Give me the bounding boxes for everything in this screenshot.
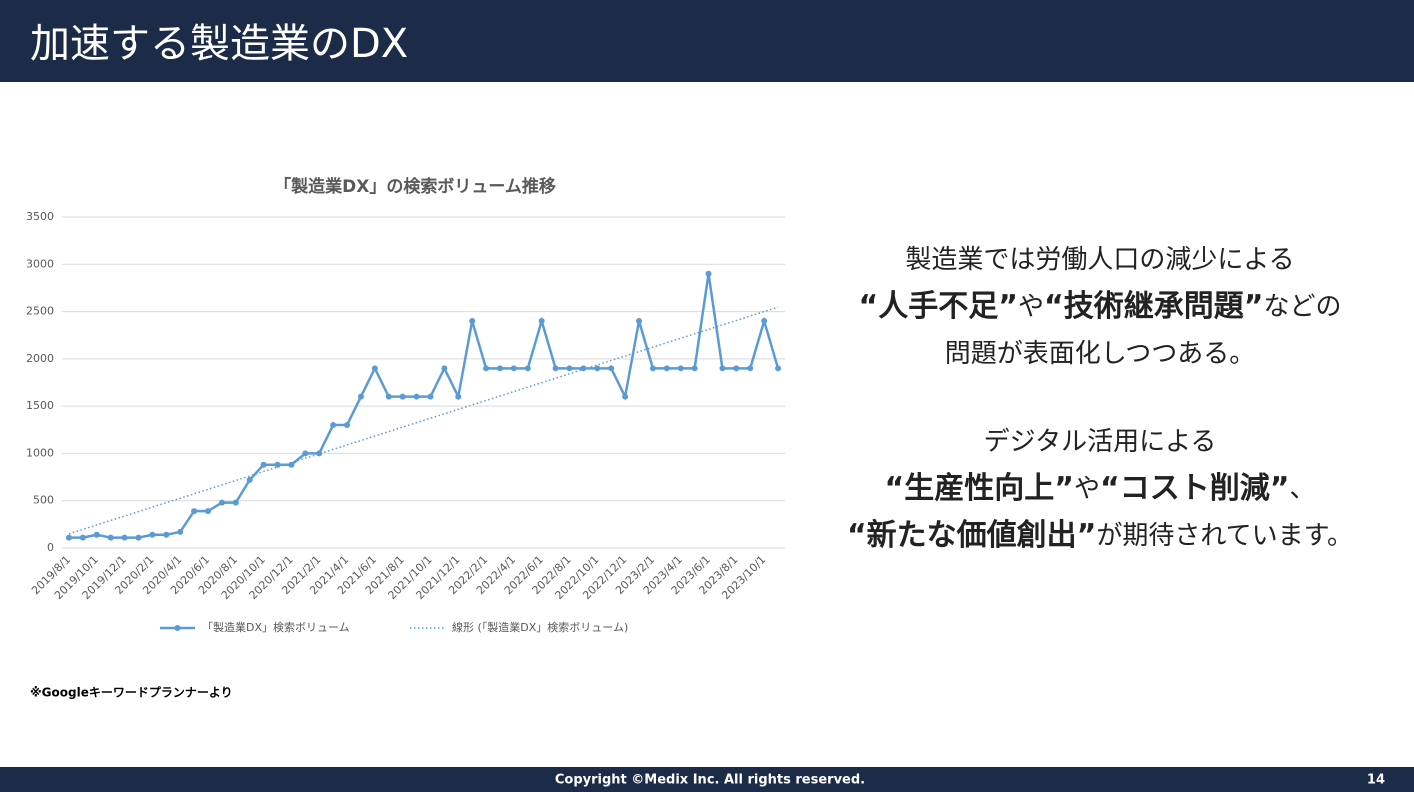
point <box>65 534 72 541</box>
point <box>93 531 100 538</box>
point <box>441 365 448 372</box>
point <box>218 499 225 506</box>
point <box>330 422 337 429</box>
message-line: 問題が表面化しつつある。 <box>945 339 1255 369</box>
source-note: ※Googleキーワードプランナーより <box>30 685 233 700</box>
point <box>191 508 198 515</box>
y-tick-label: 500 <box>33 494 54 507</box>
point <box>371 365 378 372</box>
footer-bar <box>0 767 1414 792</box>
emphasis: “コスト削減” <box>1100 471 1289 506</box>
point <box>385 393 392 400</box>
point <box>747 365 754 372</box>
point <box>399 393 406 400</box>
y-tick-label: 3500 <box>26 210 54 223</box>
point <box>622 393 629 400</box>
point <box>608 365 615 372</box>
message-line: “人手不足”や“技術継承問題”などの <box>859 289 1342 324</box>
point <box>649 365 656 372</box>
point <box>260 461 267 468</box>
point <box>427 393 434 400</box>
point <box>135 534 142 541</box>
copyright: Copyright ©Medix Inc. All rights reserve… <box>555 773 865 788</box>
y-tick-label: 0 <box>47 541 54 554</box>
point <box>177 528 184 535</box>
point <box>566 365 573 372</box>
point <box>469 318 476 325</box>
series-line <box>68 273 780 539</box>
point <box>149 531 156 538</box>
point <box>121 534 128 541</box>
point <box>761 318 768 325</box>
point <box>636 318 643 325</box>
message-line: デジタル活用による <box>984 427 1217 457</box>
legend-marker <box>174 625 181 631</box>
point <box>691 365 698 372</box>
emphasis: “人手不足” <box>859 289 1018 324</box>
y-tick-label: 1500 <box>26 399 54 412</box>
message-text: 問題が表面化しつつある。 <box>945 339 1255 369</box>
point <box>163 531 170 538</box>
point <box>552 365 559 372</box>
point <box>288 461 295 468</box>
point <box>246 476 253 483</box>
point <box>580 365 587 372</box>
point <box>594 365 601 372</box>
message-line: 製造業では労働人口の減少による <box>905 245 1294 275</box>
point <box>232 499 239 506</box>
point <box>455 393 462 400</box>
message-text: 、 <box>1289 474 1315 504</box>
message-text: デジタル活用による <box>984 427 1217 457</box>
y-tick-label: 2000 <box>26 352 54 365</box>
message-line: “新たな価値創出”が期待されています。 <box>847 518 1353 553</box>
y-tick-label: 3000 <box>26 257 54 270</box>
point <box>204 508 211 515</box>
y-tick-label: 1000 <box>26 446 54 459</box>
message-text: や <box>1018 292 1044 322</box>
point <box>524 365 531 372</box>
message-text: 製造業では労働人口の減少による <box>905 245 1294 275</box>
point <box>413 393 420 400</box>
point <box>510 365 517 372</box>
point <box>775 365 782 372</box>
point <box>302 450 309 457</box>
emphasis: “生産性向上” <box>885 471 1074 506</box>
legend-label: 「製造業DX」検索ボリューム <box>202 620 350 634</box>
y-tick-label: 2500 <box>26 305 54 318</box>
page-number: 14 <box>1367 773 1385 788</box>
point <box>733 365 740 372</box>
point <box>663 365 670 372</box>
point <box>483 365 490 372</box>
point <box>344 422 351 429</box>
legend-label: 線形 (「製造業DX」検索ボリューム) <box>452 620 628 634</box>
message-text: や <box>1074 474 1100 504</box>
slide-title: 加速する製造業のDX <box>30 21 408 67</box>
point <box>677 365 684 372</box>
point <box>705 270 712 277</box>
point <box>496 365 503 372</box>
chart-title: 「製造業DX」の検索ボリューム推移 <box>274 176 556 197</box>
trend-line <box>68 306 779 535</box>
point <box>79 534 86 541</box>
point <box>107 534 114 541</box>
point <box>538 318 545 325</box>
message-text: などの <box>1263 292 1341 322</box>
point <box>357 393 364 400</box>
message-line: “生産性向上”や“コスト削減”、 <box>885 471 1316 506</box>
header-bar <box>0 0 1414 82</box>
point <box>719 365 726 372</box>
emphasis: “新たな価値創出” <box>847 518 1096 553</box>
message: 製造業では労働人口の減少による“人手不足”や“技術継承問題”などの問題が表面化し… <box>847 245 1353 553</box>
message-text: が期待されています。 <box>1096 521 1353 551</box>
emphasis: “技術継承問題” <box>1044 289 1263 324</box>
